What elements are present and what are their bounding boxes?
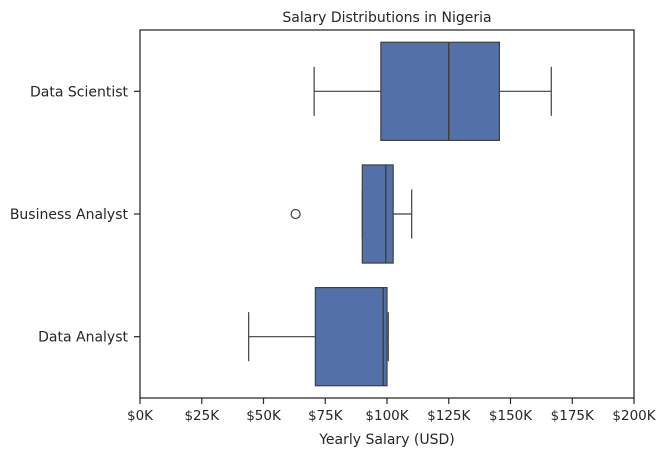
box-group [290,164,413,264]
x-tick-label: $100K [365,408,409,424]
y-tick-label: Data Scientist [30,84,129,100]
x-axis-label: Yearly Salary (USD) [318,432,455,448]
x-tick-label: $50K [246,408,282,424]
x-tick-label: $25K [184,408,220,424]
chart-title: Salary Distributions in Nigeria [282,10,491,26]
iqr-box [314,287,388,387]
x-axis: $0K $25K $50K $75K $100K $125K $150K $175K $200K [127,398,657,424]
x-tick-label: $125K [427,408,471,424]
plot-frame [139,29,635,399]
x-tick-label: $75K [308,408,344,424]
x-tick-label: $150K [489,408,533,424]
x-tick-label: $200K [612,408,656,424]
outlier-point [290,208,301,220]
box-group [313,41,552,141]
y-tick-label: Business Analyst [10,207,129,223]
x-tick-label: $0K [127,408,154,424]
iqr-box [380,41,500,141]
plot-area [248,41,552,387]
iqr-box [361,164,394,264]
y-tick-label: Data Analyst [38,330,128,346]
box-group [248,287,389,387]
y-axis: Data Scientist Business Analyst Data Analy… [10,84,140,346]
x-tick-label: $175K [551,408,595,424]
